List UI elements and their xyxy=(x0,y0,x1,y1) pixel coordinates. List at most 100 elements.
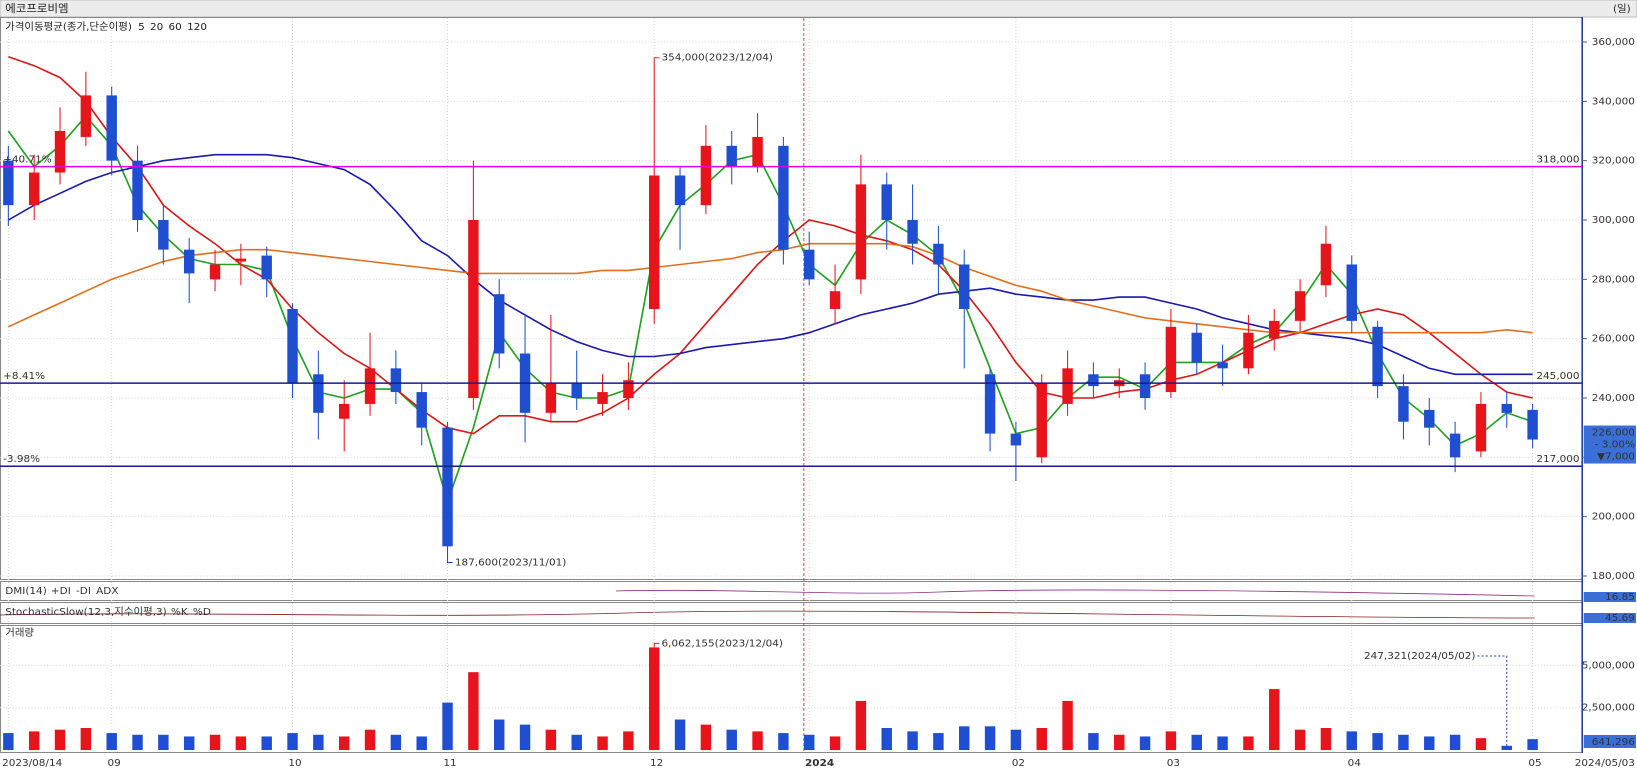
candle-body xyxy=(1165,326,1177,393)
candles xyxy=(3,59,1538,554)
volume-bar xyxy=(1424,736,1435,750)
candle-body xyxy=(1424,409,1435,428)
candle-body xyxy=(390,368,402,393)
candle-body xyxy=(158,220,169,250)
volume-bar xyxy=(907,731,918,750)
reference-pct: +40.71% xyxy=(3,155,52,166)
volume-bar xyxy=(1372,733,1383,750)
x-tick-label: 12 xyxy=(650,758,663,769)
candle-body xyxy=(1449,433,1461,458)
reference-pct: -3.98% xyxy=(3,454,40,465)
volume-bar xyxy=(468,672,479,750)
last-volume-label: 641,296 xyxy=(1592,737,1635,748)
candle-body xyxy=(261,255,272,280)
y-tick-label: 180,000 xyxy=(1592,571,1635,582)
candle-body xyxy=(804,249,815,280)
candle-body xyxy=(959,264,970,309)
volume-bar xyxy=(1346,731,1357,750)
volume-bar xyxy=(183,736,195,750)
legend-entry: 60 xyxy=(169,22,182,33)
candle-body xyxy=(1398,386,1409,422)
volume-bar xyxy=(287,733,298,750)
stock-name: 에코프로비엠 xyxy=(5,2,68,15)
indicator-value-box xyxy=(1583,592,1636,602)
volume-bar xyxy=(829,736,841,750)
annotation-leader xyxy=(653,642,660,648)
candle-body xyxy=(829,291,841,309)
annotation-leader xyxy=(653,57,660,60)
volume-tick-label: 2,500,000 xyxy=(1582,703,1635,714)
y-tick-label: 280,000 xyxy=(1592,274,1635,285)
candle-body xyxy=(442,427,453,547)
candle-body xyxy=(571,383,582,398)
volume-bar xyxy=(1165,731,1177,750)
annotation-label: 187,600(2023/11/01) xyxy=(455,558,566,569)
volume-bar xyxy=(1449,734,1461,750)
dmi-trace xyxy=(615,589,1535,597)
candle-body xyxy=(1088,374,1099,387)
volume-bar xyxy=(28,731,40,750)
candle-body xyxy=(1217,362,1228,369)
volume-bar xyxy=(519,724,531,750)
volume-bar xyxy=(855,700,867,750)
candle-body xyxy=(933,243,944,265)
candle-body xyxy=(287,309,298,384)
candle-body xyxy=(1191,332,1202,363)
x-tick-label: 11 xyxy=(443,758,456,769)
volume-bar xyxy=(3,733,14,750)
volume-bar xyxy=(209,734,221,750)
last-price-change: - 3.00% xyxy=(1595,440,1636,451)
volume-bar xyxy=(778,733,789,750)
annotation-label: 354,000(2023/12/04) xyxy=(662,53,773,64)
volume-bar xyxy=(804,734,815,750)
volume-bar xyxy=(158,734,169,750)
volume-bar xyxy=(106,733,117,750)
last-price-box xyxy=(1583,425,1636,464)
candle-body xyxy=(1036,383,1047,458)
volume-bar xyxy=(1269,689,1280,750)
volume-bar xyxy=(1527,739,1538,750)
indicator-value: 45.69 xyxy=(1605,613,1635,624)
y-tick-label: 320,000 xyxy=(1592,156,1635,167)
indicator-label: DMI(14) xyxy=(5,586,47,597)
candle-body xyxy=(1320,243,1332,286)
volume-title: 거래량 xyxy=(5,627,34,639)
stoch-trace xyxy=(0,610,1535,619)
candle-body xyxy=(907,220,918,244)
candle-body xyxy=(1243,332,1254,369)
volume-bar xyxy=(1062,700,1073,750)
candle-body xyxy=(54,131,66,173)
volume-bar xyxy=(959,726,970,750)
candle-body xyxy=(674,175,686,206)
volume-bar xyxy=(674,719,686,750)
volume-bar xyxy=(545,729,557,750)
candle-body xyxy=(209,264,221,280)
candle-body xyxy=(80,95,92,137)
candle-body xyxy=(1269,320,1280,339)
volume-bar xyxy=(235,736,247,750)
y-tick-label: 260,000 xyxy=(1592,334,1635,345)
indicator-item: +DI xyxy=(51,586,71,597)
candle-body xyxy=(726,145,737,167)
candle-body xyxy=(984,374,996,434)
volume-bar xyxy=(442,702,453,750)
volume-bar xyxy=(623,731,634,750)
volume-bar xyxy=(933,733,944,750)
last-price-label: 226,000 xyxy=(1592,428,1635,439)
volume-bar xyxy=(1191,734,1202,750)
volume-bar xyxy=(1010,729,1022,750)
candle-body xyxy=(700,145,712,206)
x-tick-label: 2023/08/14 xyxy=(2,758,62,769)
annotation-label: 247,321(2024/05/02) xyxy=(1364,651,1475,662)
volume-bars xyxy=(3,647,1538,750)
volume-bar xyxy=(984,726,996,750)
candle-body xyxy=(623,380,634,398)
indicator-item: %K xyxy=(171,607,188,618)
volume-bar xyxy=(881,728,892,750)
volume-bar xyxy=(1036,728,1047,750)
grid xyxy=(0,18,1582,752)
reference-label: 245,000 xyxy=(1536,371,1579,382)
legend-entry: 120 xyxy=(187,22,207,33)
candle-body xyxy=(338,403,350,419)
